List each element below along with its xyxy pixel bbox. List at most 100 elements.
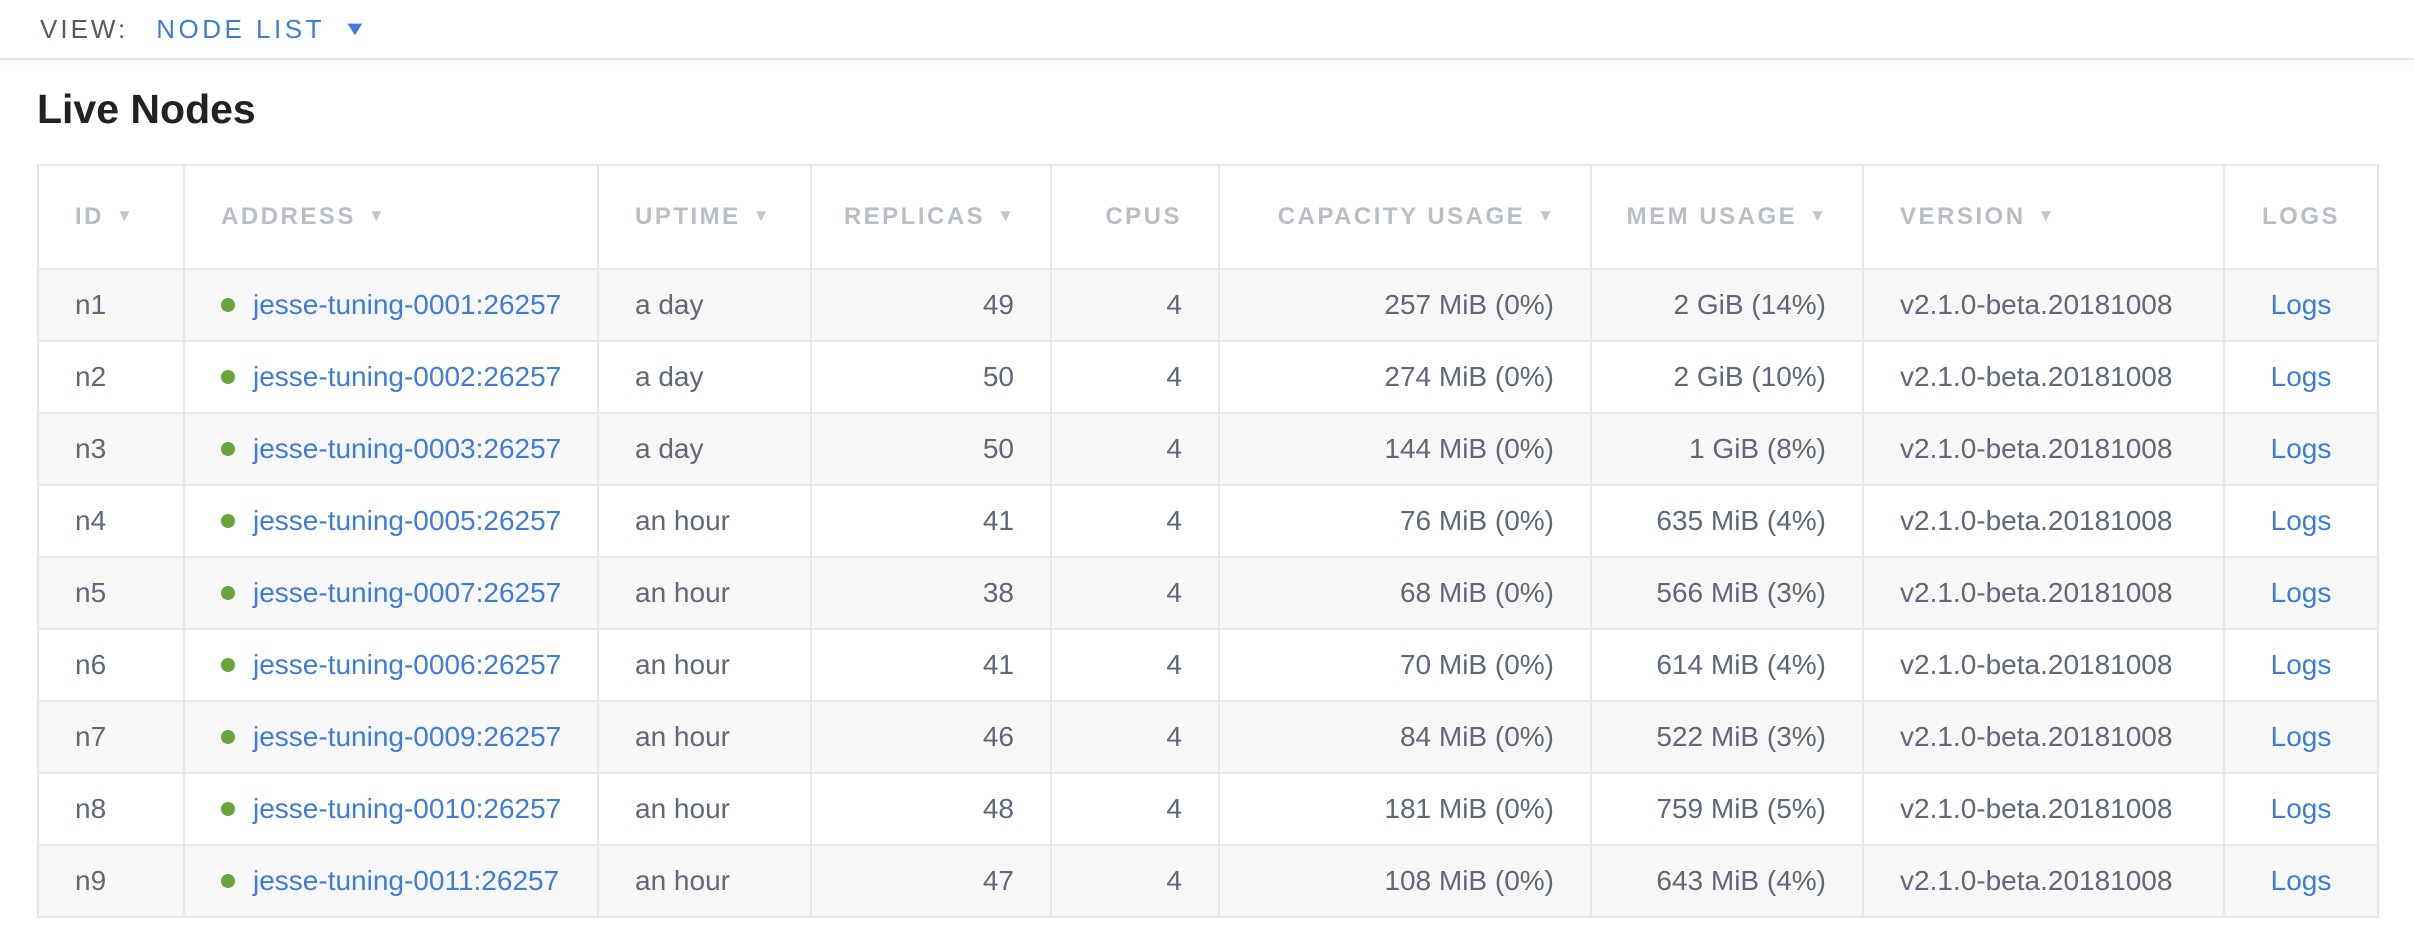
- cell-uptime: an hour: [597, 844, 812, 919]
- node-address-link[interactable]: jesse-tuning-0002:26257: [253, 361, 562, 393]
- cell-uptime: a day: [597, 412, 812, 487]
- cell-mem: 522 MiB (3%): [1590, 700, 1864, 775]
- logs-link[interactable]: Logs: [2270, 505, 2332, 537]
- node-address-link[interactable]: jesse-tuning-0006:26257: [253, 649, 562, 681]
- cell-cpus: 4: [1050, 628, 1220, 703]
- cell-cpus: 4: [1050, 700, 1220, 775]
- cell-address: jesse-tuning-0001:26257: [183, 268, 599, 343]
- logs-link[interactable]: Logs: [2270, 793, 2332, 825]
- cell-cpus: 4: [1050, 340, 1220, 415]
- column-header-version[interactable]: VERSION ▼: [1862, 164, 2225, 271]
- cell-capacity: 108 MiB (0%): [1218, 844, 1592, 919]
- cell-version: v2.1.0-beta.20181008: [1862, 844, 2225, 919]
- column-label: MEM USAGE: [1626, 203, 1798, 231]
- view-selector-dropdown[interactable]: NODE LIST ▼: [156, 13, 368, 45]
- cell-version: v2.1.0-beta.20181008: [1862, 484, 2225, 559]
- cell-replicas: 41: [810, 628, 1052, 703]
- column-header-replicas[interactable]: REPLICAS ▼: [810, 164, 1052, 271]
- cell-cpus: 4: [1050, 484, 1220, 559]
- cell-replicas: 50: [810, 340, 1052, 415]
- column-header-address[interactable]: ADDRESS ▼: [183, 164, 599, 271]
- sort-desc-icon: ▼: [1537, 206, 1554, 226]
- cell-cpus: 4: [1050, 772, 1220, 847]
- node-live-status-icon: [221, 298, 235, 313]
- node-row: n6 jesse-tuning-0006:26257 an hour 41 4 70 Mi…: [37, 628, 2379, 703]
- cell-id: n8: [37, 772, 185, 847]
- cell-address: jesse-tuning-0009:26257: [183, 700, 599, 775]
- view-selected-value: NODE LIST: [156, 13, 325, 44]
- node-live-status-icon: [221, 874, 235, 889]
- node-address-link[interactable]: jesse-tuning-0011:26257: [253, 865, 560, 897]
- live-nodes-table: ID ▼ ADDRESS ▼ UPTIME ▼ REPLICAS ▼ CPUS CAPACITY …: [37, 164, 2379, 919]
- cell-uptime: an hour: [597, 556, 812, 631]
- cell-address: jesse-tuning-0006:26257: [183, 628, 599, 703]
- column-header-logs: LOGS: [2223, 164, 2379, 271]
- node-row: n1 jesse-tuning-0001:26257 a day 49 4 257 MiB…: [37, 268, 2379, 343]
- cell-replicas: 41: [810, 484, 1052, 559]
- node-live-status-icon: [221, 730, 235, 745]
- cell-logs: Logs: [2223, 556, 2379, 631]
- cell-id: n4: [37, 484, 185, 559]
- cell-mem: 2 GiB (10%): [1590, 340, 1864, 415]
- cell-uptime: an hour: [597, 700, 812, 775]
- cell-address: jesse-tuning-0002:26257: [183, 340, 599, 415]
- cell-id: n9: [37, 844, 185, 919]
- sort-desc-icon: ▼: [2037, 206, 2055, 226]
- column-header-capacity[interactable]: CAPACITY USAGE ▼: [1218, 164, 1592, 271]
- node-row: n7 jesse-tuning-0009:26257 an hour 46 4 84 Mi…: [37, 700, 2379, 775]
- cell-capacity: 274 MiB (0%): [1218, 340, 1592, 415]
- cell-version: v2.1.0-beta.20181008: [1862, 412, 2225, 487]
- column-header-id[interactable]: ID ▼: [37, 164, 185, 271]
- cell-logs: Logs: [2223, 700, 2379, 775]
- node-row: n9 jesse-tuning-0011:26257 an hour 47 4 108 M…: [37, 844, 2379, 919]
- sort-desc-icon: ▼: [752, 206, 770, 226]
- cell-logs: Logs: [2223, 628, 2379, 703]
- node-address-link[interactable]: jesse-tuning-0007:26257: [253, 577, 562, 609]
- cell-version: v2.1.0-beta.20181008: [1862, 628, 2225, 703]
- chevron-down-icon: ▼: [342, 18, 368, 40]
- cell-mem: 759 MiB (5%): [1590, 772, 1864, 847]
- cell-cpus: 4: [1050, 412, 1220, 487]
- cell-replicas: 49: [810, 268, 1052, 343]
- cell-cpus: 4: [1050, 844, 1220, 919]
- cell-mem: 2 GiB (14%): [1590, 268, 1864, 343]
- column-label: REPLICAS: [843, 203, 986, 231]
- node-address-link[interactable]: jesse-tuning-0010:26257: [253, 793, 562, 825]
- cell-id: n5: [37, 556, 185, 631]
- cell-capacity: 144 MiB (0%): [1218, 412, 1592, 487]
- logs-link[interactable]: Logs: [2270, 649, 2332, 681]
- logs-link[interactable]: Logs: [2270, 289, 2332, 321]
- logs-link[interactable]: Logs: [2270, 361, 2332, 393]
- cell-logs: Logs: [2223, 772, 2379, 847]
- logs-link[interactable]: Logs: [2270, 577, 2332, 609]
- node-address-link[interactable]: jesse-tuning-0003:26257: [253, 433, 562, 465]
- cell-capacity: 76 MiB (0%): [1218, 484, 1592, 559]
- cell-replicas: 47: [810, 844, 1052, 919]
- node-address-link[interactable]: jesse-tuning-0009:26257: [253, 721, 562, 753]
- column-label: ID: [75, 203, 104, 231]
- column-label: LOGS: [2261, 203, 2340, 231]
- column-label: CPUS: [1105, 203, 1182, 231]
- sort-desc-icon: ▼: [1809, 206, 1826, 226]
- cell-cpus: 4: [1050, 268, 1220, 343]
- cell-address: jesse-tuning-0011:26257: [183, 844, 599, 919]
- node-row: n3 jesse-tuning-0003:26257 a day 50 4 144 MiB…: [37, 412, 2379, 487]
- sort-desc-icon: ▼: [997, 206, 1014, 226]
- logs-link[interactable]: Logs: [2270, 433, 2332, 465]
- column-header-uptime[interactable]: UPTIME ▼: [597, 164, 812, 271]
- column-header-mem[interactable]: MEM USAGE ▼: [1590, 164, 1864, 271]
- cell-replicas: 48: [810, 772, 1052, 847]
- logs-link[interactable]: Logs: [2270, 865, 2332, 897]
- cell-mem: 614 MiB (4%): [1590, 628, 1864, 703]
- cell-uptime: an hour: [597, 628, 812, 703]
- cell-mem: 1 GiB (8%): [1590, 412, 1864, 487]
- column-label: CAPACITY USAGE: [1277, 203, 1526, 231]
- cell-id: n3: [37, 412, 185, 487]
- node-address-link[interactable]: jesse-tuning-0001:26257: [253, 289, 562, 321]
- cell-version: v2.1.0-beta.20181008: [1862, 268, 2225, 343]
- node-address-link[interactable]: jesse-tuning-0005:26257: [253, 505, 562, 537]
- logs-link[interactable]: Logs: [2270, 721, 2332, 753]
- cell-uptime: an hour: [597, 772, 812, 847]
- cell-mem: 635 MiB (4%): [1590, 484, 1864, 559]
- cell-replicas: 46: [810, 700, 1052, 775]
